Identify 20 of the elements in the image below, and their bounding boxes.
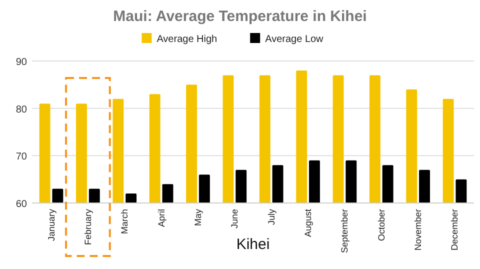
x-tick-label: April <box>156 209 166 228</box>
x-tick-label: December <box>450 209 460 251</box>
y-tick-label: 90 <box>16 57 28 68</box>
x-tick-label: January <box>46 208 56 242</box>
x-tick-label: September <box>340 209 350 254</box>
x-tick-label: August <box>303 208 314 238</box>
x-tick-label: November <box>413 209 424 251</box>
x-tick-label: March <box>120 209 130 234</box>
chart-title: Maui: Average Temperature in Kihei <box>113 8 367 25</box>
legend-label: Average High <box>156 34 218 45</box>
y-tick-label: 70 <box>16 152 28 163</box>
legend-label: Average Low <box>265 34 324 45</box>
x-tick-label: October <box>376 209 386 242</box>
x-tick-label: July <box>266 208 276 226</box>
x-axis-title: Kihei <box>236 236 270 253</box>
x-tick-label: June <box>230 209 240 229</box>
x-tick-label: May <box>192 208 203 226</box>
x-tick-label: February <box>82 208 93 246</box>
y-tick-label: 80 <box>16 104 28 116</box>
y-tick-label: 60 <box>16 199 28 210</box>
